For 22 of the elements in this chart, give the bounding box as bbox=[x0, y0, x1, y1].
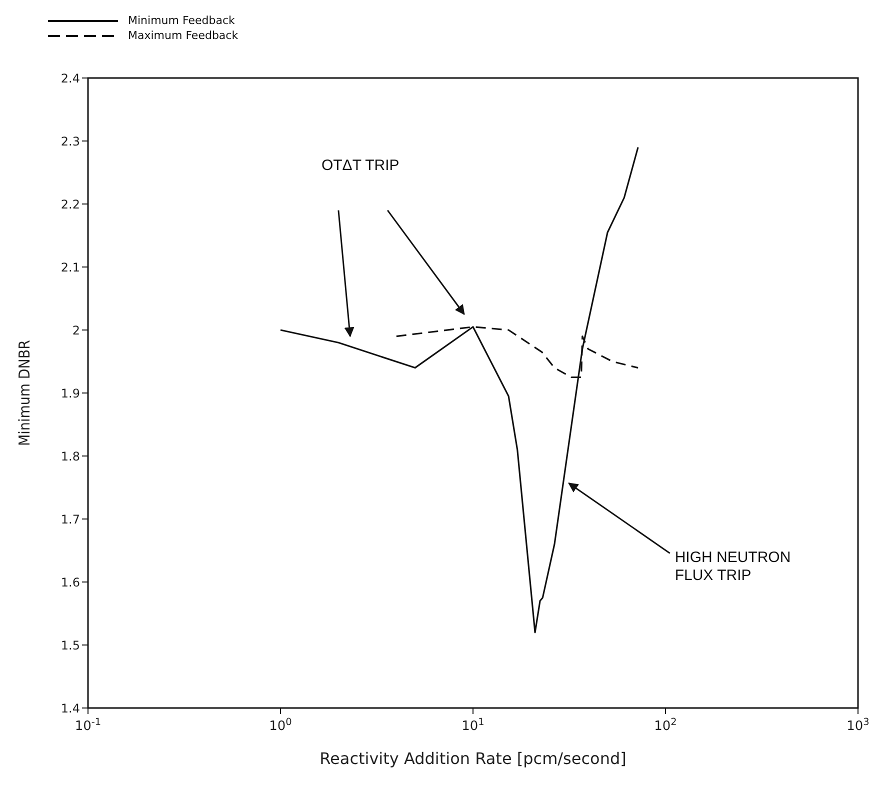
y-tick-label: 2.4 bbox=[60, 71, 80, 86]
x-tick-label: 10$^{2}$ bbox=[654, 716, 677, 734]
legend-label: Maximum Feedback bbox=[128, 29, 238, 42]
y-tick-label: 2.2 bbox=[60, 197, 80, 212]
y-tick-label: 2.1 bbox=[60, 260, 80, 274]
y-tick-label: 2.3 bbox=[60, 134, 80, 148]
x-axis-title: Reactivity Addition Rate [pcm/second] bbox=[320, 749, 626, 768]
x-tick-label: 10$^{0}$ bbox=[269, 716, 292, 734]
x-tick-label: 10$^{-1}$ bbox=[74, 716, 102, 734]
annotation: HIGH NEUTRON FLUX TRIP bbox=[674, 549, 792, 586]
y-tick-label: 2 bbox=[72, 323, 80, 338]
y-tick-label: 1.6 bbox=[60, 575, 80, 590]
x-tick-label: 10$^{3}$ bbox=[846, 716, 870, 734]
y-axis-title: Minimum DNBR bbox=[15, 340, 34, 446]
annotation: OTΔT TRIP bbox=[320, 157, 400, 176]
y-tick-label: 1.8 bbox=[60, 449, 80, 464]
legend-label: Minimum Feedback bbox=[128, 14, 235, 27]
y-tick-label: 1.7 bbox=[60, 512, 80, 526]
y-tick-label: 1.4 bbox=[60, 701, 80, 716]
y-tick-label: 1.5 bbox=[60, 638, 80, 652]
x-tick-label: 10$^{1}$ bbox=[462, 716, 484, 734]
y-tick-label: 1.9 bbox=[60, 386, 80, 400]
